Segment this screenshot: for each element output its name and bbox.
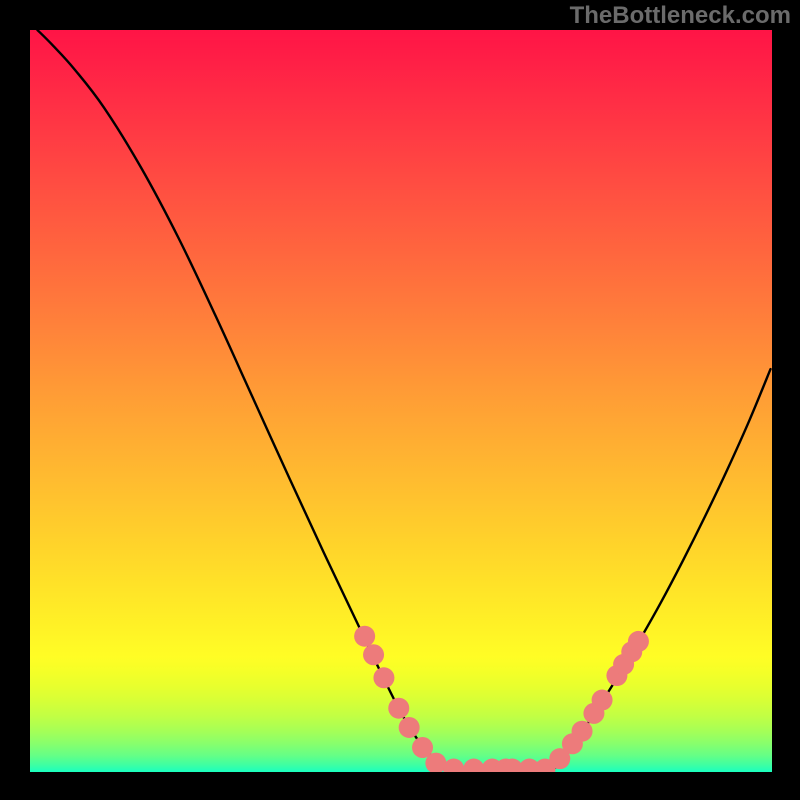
plot-area xyxy=(30,30,772,772)
marker-left-0 xyxy=(354,626,375,647)
marker-right-8 xyxy=(628,631,649,652)
marker-left-3 xyxy=(388,698,409,719)
marker-right-2 xyxy=(572,721,593,742)
chart-svg xyxy=(30,30,772,772)
marker-left-1 xyxy=(363,644,384,665)
gradient-background xyxy=(30,30,772,772)
marker-right-4 xyxy=(592,690,613,711)
marker-left-4 xyxy=(399,717,420,738)
watermark-text: TheBottleneck.com xyxy=(570,2,791,30)
marker-left-2 xyxy=(373,667,394,688)
